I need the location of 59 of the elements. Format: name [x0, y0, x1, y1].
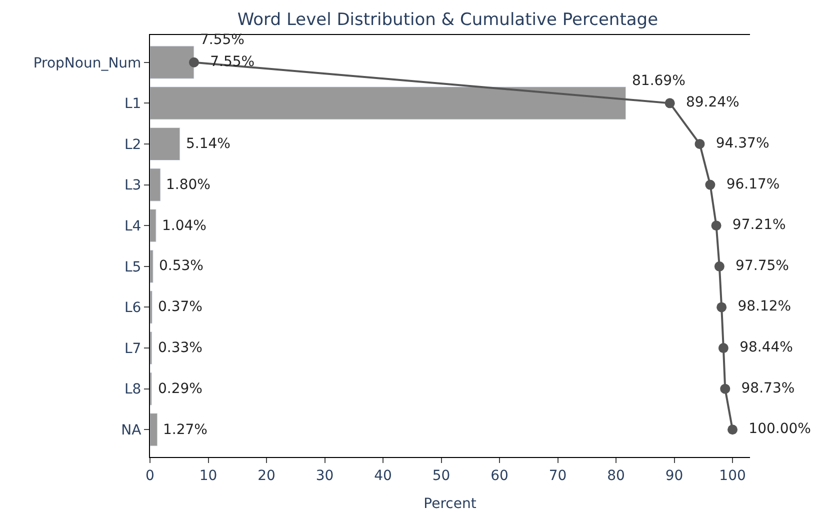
x-tick-label: 60	[490, 468, 508, 484]
bar	[150, 209, 156, 242]
data-label: 100.00%	[740, 421, 811, 438]
data-label: 97.21%	[724, 217, 786, 234]
x-tick-label: 50	[432, 468, 450, 484]
chart-title: Word Level Distribution & Cumulative Percentage	[237, 10, 658, 30]
point	[711, 220, 722, 231]
data-label: 98.12%	[728, 298, 792, 315]
point	[694, 138, 705, 149]
y-tick-label: L4	[124, 218, 142, 234]
data-label: 96.17%	[717, 176, 780, 192]
x-tick-label: 40	[374, 468, 392, 484]
y-tick-label: L2	[124, 136, 142, 153]
bar	[150, 168, 161, 202]
point	[716, 302, 727, 312]
y-tick-label: L7	[124, 340, 142, 357]
data-label: 0.53%	[159, 258, 204, 274]
y-tick-label: L3	[124, 178, 142, 194]
point	[718, 343, 728, 354]
point	[188, 57, 199, 68]
bar	[150, 46, 194, 79]
y-tick-label: PropNoun_Num	[33, 55, 142, 72]
y-tick-label: L8	[124, 382, 142, 398]
point	[714, 261, 724, 272]
y-tick-label: L1	[124, 96, 142, 112]
point	[728, 424, 738, 435]
x-tick-label: 100	[719, 468, 746, 484]
point	[720, 384, 730, 394]
point	[664, 98, 675, 108]
data-label: 98.73%	[732, 380, 795, 396]
point	[705, 180, 716, 190]
data-label: 1.80%	[166, 177, 210, 193]
bar	[150, 127, 180, 161]
data-label: 1.27%	[163, 422, 208, 438]
bar	[150, 86, 626, 120]
data-label: 1.04%	[162, 218, 206, 234]
data-label: 89.24%	[677, 94, 740, 111]
data-label: 97.75%	[726, 258, 789, 274]
data-label: 94.37%	[706, 135, 770, 152]
x-axis-title: Percent	[424, 496, 477, 512]
bar	[150, 413, 158, 446]
y-tick-label: L6	[124, 300, 142, 316]
x-tick-label: 30	[316, 468, 334, 484]
data-label: 0.37%	[158, 299, 202, 315]
data-label: 81.69%	[632, 73, 686, 89]
y-tick-label: NA	[121, 422, 142, 439]
x-tick-label: 70	[548, 468, 567, 484]
data-label: 0.29%	[158, 381, 202, 397]
x-tick-label: 0	[146, 468, 154, 484]
data-label: 5.14%	[186, 136, 230, 152]
bar	[150, 250, 154, 283]
data-label: 0.33%	[158, 340, 202, 356]
x-tick-label: 80	[607, 468, 625, 484]
x-tick-label: 10	[199, 468, 218, 484]
data-label: 7.55%	[200, 32, 244, 48]
y-tick-label: L5	[124, 259, 142, 276]
x-tick-label: 90	[665, 468, 684, 484]
x-tick-label: 20	[258, 468, 276, 484]
data-label: 98.44%	[730, 340, 793, 356]
